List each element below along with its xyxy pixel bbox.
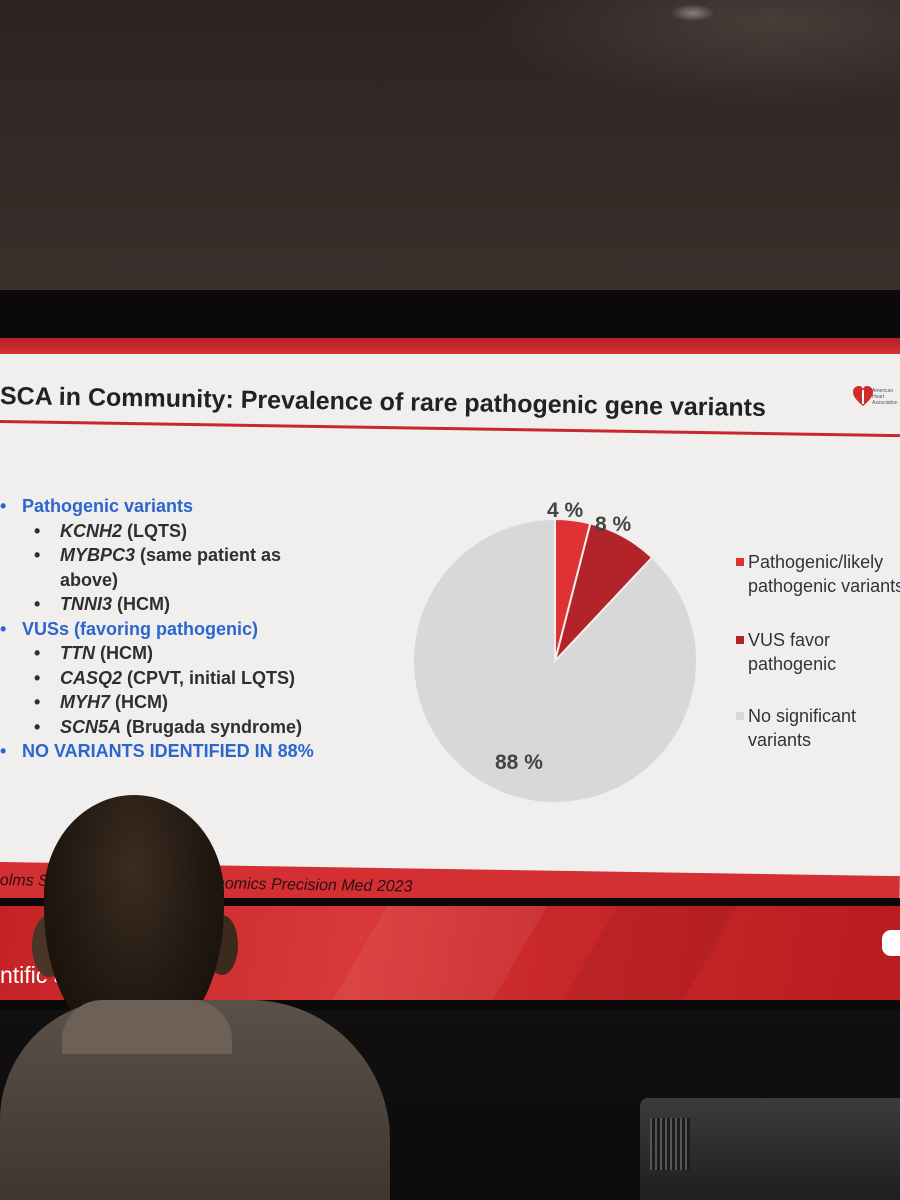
gene-name: CASQ2: [60, 667, 123, 688]
gene-name: TTN: [60, 643, 95, 663]
bullet-item: • CASQ2 (CPVT, initial LQTS): [34, 668, 295, 689]
sub-bullet-icon: •: [34, 594, 41, 614]
legend-swatch: [736, 636, 744, 644]
bullet-text: (Brugada syndrome): [121, 716, 303, 737]
bullet-item: • Pathogenic variants: [0, 496, 193, 517]
bullet-text: VUSs (favoring pathogenic): [22, 618, 259, 639]
bullet-icon: •: [0, 741, 7, 761]
sub-bullet-icon: •: [34, 545, 41, 565]
bullet-text: (LQTS): [122, 520, 188, 541]
aha-logo-text: American Heart Association: [872, 388, 898, 406]
bullet-text: (HCM): [110, 692, 168, 712]
legend-label: No significant variants: [748, 706, 857, 750]
bullet-item: • SCN5A (Brugada syndrome): [34, 717, 302, 738]
bullet-text: (HCM): [95, 643, 153, 663]
slide-title: SCA in Community: Prevalence of rare pat…: [0, 382, 767, 423]
projector: [640, 1098, 900, 1200]
sub-bullet-icon: •: [34, 667, 41, 688]
projector-vent: [650, 1118, 690, 1170]
pie-chart: [412, 517, 698, 804]
bullet-text: above): [60, 569, 119, 590]
bullet-item: • NO VARIANTS IDENTIFIED IN 88%: [0, 741, 314, 762]
legend-swatch: [736, 712, 744, 720]
legend-swatch: [736, 558, 744, 566]
bullet-icon: •: [0, 618, 7, 639]
sub-bullet-icon: •: [34, 520, 41, 541]
bullet-item: • TNNI3 (HCM): [34, 594, 170, 615]
bullet-item: • KCNH2 (LQTS): [34, 521, 187, 542]
bullet-text: Pathogenic variants: [22, 496, 194, 516]
bullet-item: above): [60, 570, 118, 591]
banner-heart-icon: [882, 930, 900, 956]
bullet-item: • MYBPC3 (same patient as: [34, 545, 281, 566]
banner-stripe: [562, 906, 738, 1000]
sub-bullet-icon: •: [34, 643, 41, 663]
bullet-item: • MYH7 (HCM): [34, 692, 168, 713]
gene-name: MYBPC3: [60, 545, 136, 565]
bullet-text: NO VARIANTS IDENTIFIED IN 88%: [22, 741, 314, 761]
gene-name: KCNH2: [60, 520, 123, 541]
bullet-text: (same patient as: [135, 545, 282, 565]
gene-name: MYH7: [60, 692, 111, 712]
bullet-text: (HCM): [112, 594, 170, 614]
sub-bullet-icon: •: [34, 716, 41, 737]
shirt-collar: [62, 1000, 232, 1054]
pie-slice-label: 8 %: [595, 513, 632, 536]
pie-slice-label: 4 %: [547, 499, 584, 522]
sub-bullet-icon: •: [34, 692, 41, 712]
banner-stripe: [332, 906, 548, 1000]
bullet-item: • TTN (HCM): [34, 643, 153, 664]
bullet-text: (CPVT, initial LQTS): [122, 667, 296, 688]
gene-name: TNNI3: [60, 594, 113, 614]
pie-slice-label: 88 %: [495, 751, 543, 774]
legend-label: Pathogenic/likely pathogenic variants: [748, 552, 900, 596]
slide-top-bar: [0, 338, 900, 354]
legend-label: VUS favor pathogenic: [748, 630, 837, 674]
bullet-icon: •: [0, 496, 7, 516]
heart-torch-icon: [853, 386, 873, 406]
ceiling-light: [670, 4, 716, 22]
pie-slice: [412, 517, 698, 804]
gene-name: SCN5A: [60, 716, 122, 737]
aha-logo: American Heart Association: [848, 380, 900, 430]
bullet-item: • VUSs (favoring pathogenic): [0, 619, 258, 640]
